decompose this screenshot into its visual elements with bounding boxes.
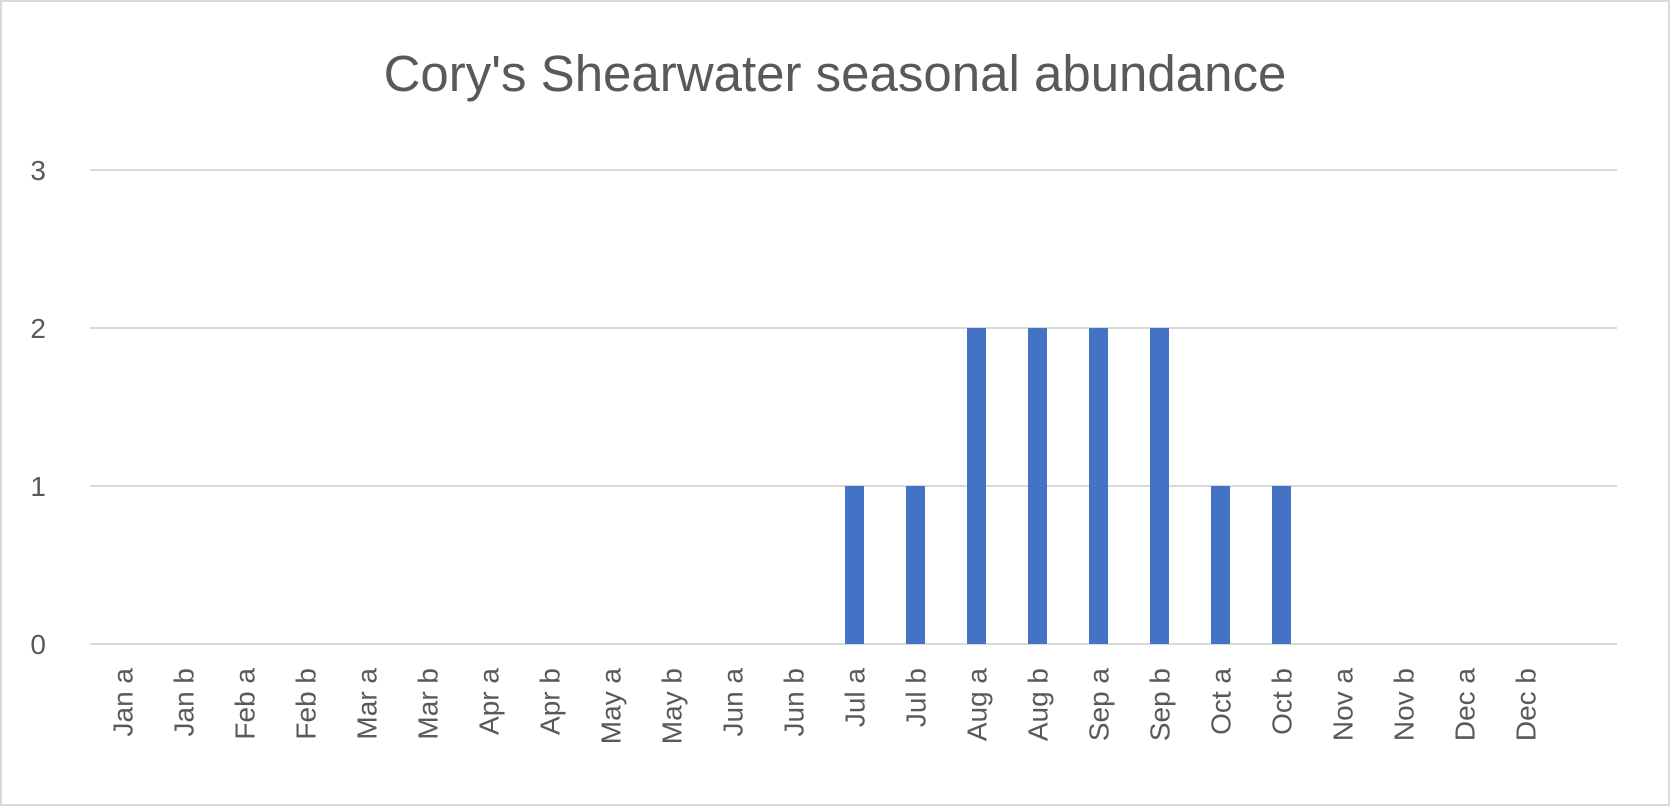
x-tick-label: Dec b <box>1511 668 1542 741</box>
x-tick-label: Feb a <box>230 668 261 740</box>
y-tick-label: 2 <box>30 313 46 344</box>
x-tick-label: Jul b <box>901 668 932 727</box>
x-tick-label: Mar b <box>413 668 444 740</box>
y-tick-label: 1 <box>30 471 46 502</box>
bar <box>1272 486 1291 644</box>
x-tick-label: Jan b <box>169 668 200 737</box>
bar <box>1028 328 1047 644</box>
x-tick-label: Feb b <box>291 668 322 740</box>
x-tick-label: Aug a <box>962 668 993 742</box>
bar <box>1150 328 1169 644</box>
bar <box>1211 486 1230 644</box>
x-tick-label: Dec a <box>1450 668 1481 742</box>
x-tick-label: Apr b <box>535 668 566 735</box>
bar <box>845 486 864 644</box>
x-tick-label: Sep a <box>1084 668 1115 742</box>
x-tick-label: Sep b <box>1145 668 1176 741</box>
chart-title: Cory's Shearwater seasonal abundance <box>383 45 1287 102</box>
x-tick-label: May a <box>596 668 627 745</box>
bar <box>967 328 986 644</box>
bar <box>1089 328 1108 644</box>
x-tick-label: Nov b <box>1389 668 1420 741</box>
x-tick-label: May b <box>657 668 688 744</box>
x-tick-label: Jun a <box>718 668 749 737</box>
y-tick-label: 3 <box>30 155 46 186</box>
x-tick-label: Nov a <box>1328 668 1359 742</box>
x-tick-label: Apr a <box>474 668 505 735</box>
x-tick-label: Jul a <box>840 668 871 728</box>
x-tick-label: Jun b <box>779 668 810 737</box>
x-tick-label: Aug b <box>1023 668 1054 741</box>
x-tick-label: Oct a <box>1206 668 1237 735</box>
x-tick-label: Mar a <box>352 668 383 740</box>
y-tick-label: 0 <box>30 629 46 660</box>
x-tick-label: Jan a <box>108 668 139 737</box>
bar <box>906 486 925 644</box>
x-tick-label: Oct b <box>1267 668 1298 735</box>
